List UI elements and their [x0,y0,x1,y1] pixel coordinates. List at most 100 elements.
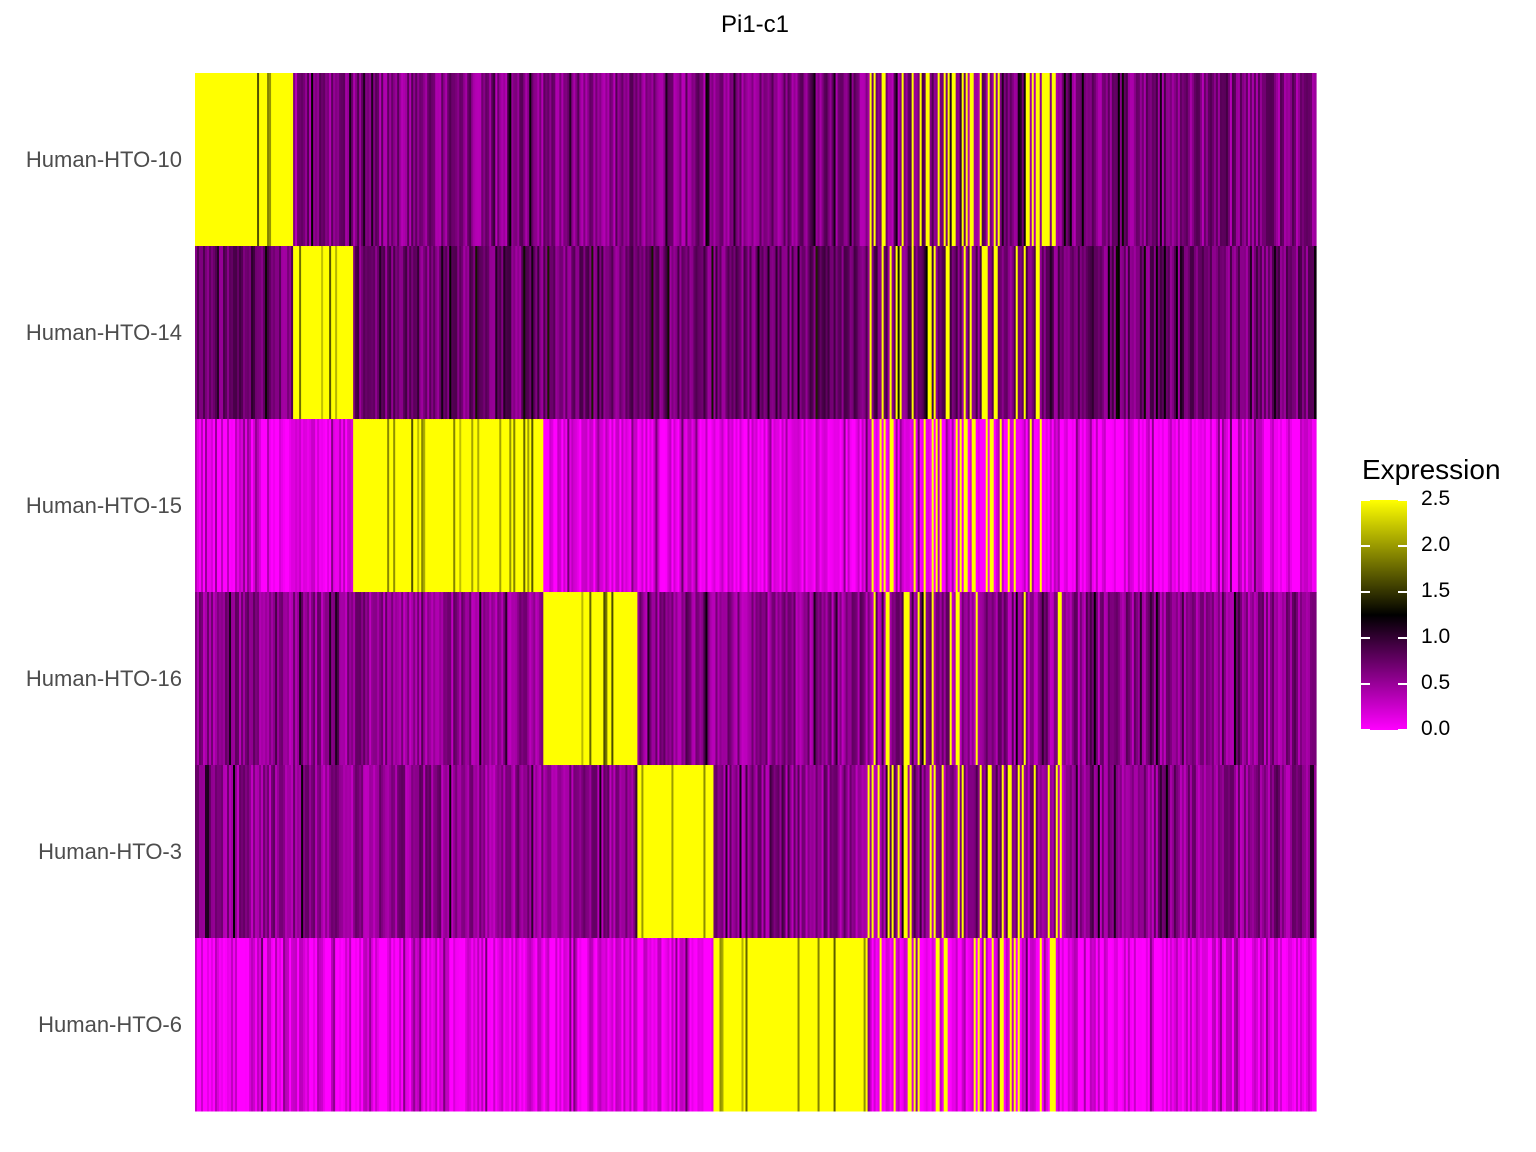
heatmap-cell [619,765,622,939]
heatmap-cell [989,419,993,593]
heatmap-cell [997,765,1001,939]
heatmap-cell [911,765,915,939]
heatmap-cell [413,73,416,247]
heatmap-cell [999,592,1003,766]
heatmap-cell [841,73,845,247]
heatmap-cell [799,938,803,1112]
heatmap-cell [719,419,723,593]
heatmap-cell [339,592,342,766]
heatmap-cell [1089,73,1093,247]
heatmap-cell [849,938,853,1112]
heatmap-cell [915,592,919,766]
heatmap-cell [999,419,1003,593]
heatmap-cell [1075,938,1079,1112]
heatmap-cell [1037,765,1041,939]
heatmap-cell [403,419,406,593]
heatmap-cell [337,246,340,420]
heatmap-cell [1107,419,1111,593]
heatmap-cell [1089,765,1093,939]
heatmap-cell [809,246,813,420]
heatmap-cell [1053,592,1057,766]
heatmap-cell [731,938,735,1112]
heatmap-cell [615,765,618,939]
heatmap-cell [1295,592,1299,766]
heatmap-cell [799,765,803,939]
heatmap-cell [297,592,300,766]
heatmap-cell [1093,419,1097,593]
heatmap-cell [253,765,256,939]
heatmap-cell [257,938,260,1112]
heatmap-cell [219,938,222,1112]
heatmap-cell [971,246,975,420]
heatmap-cell [1217,592,1221,766]
heatmap-cell [357,419,360,593]
heatmap-cell [927,73,931,247]
heatmap-cell [1043,765,1047,939]
heatmap-cell [1257,73,1261,247]
heatmap-cell [725,765,729,939]
heatmap-cell [325,592,328,766]
heatmap-cell [1253,246,1257,420]
heatmap-cell [263,592,266,766]
heatmap-cell [1251,938,1255,1112]
heatmap-cell [445,592,448,766]
heatmap-cell [591,73,594,247]
heatmap-cell [289,73,292,247]
heatmap-cell [417,938,420,1112]
heatmap-cell [1309,246,1313,420]
heatmap-cell [435,419,438,593]
heatmap-cell [729,765,733,939]
heatmap-cell [887,73,891,247]
heatmap-cell [759,592,763,766]
heatmap-cell [793,73,797,247]
heatmap-cell [1277,246,1281,420]
heatmap-cell [339,419,342,593]
heatmap-cell [703,419,707,593]
heatmap-cell [931,765,935,939]
heatmap-cell [899,246,903,420]
heatmap-cell [533,246,536,420]
legend-tick-mark [1361,499,1370,501]
heatmap-cell [891,419,895,593]
heatmap-cell [649,73,653,247]
heatmap-cell [479,73,482,247]
heatmap-cell [487,765,490,939]
heatmap-cell [1107,765,1111,939]
heatmap-cell [1121,592,1125,766]
heatmap-cell [873,419,877,593]
heatmap-cell [227,765,230,939]
heatmap-cell [589,246,592,420]
heatmap-cell [681,73,685,247]
heatmap-cell [793,765,797,939]
heatmap-cell [843,73,847,247]
heatmap-cell [345,419,348,593]
heatmap-cell [565,419,568,593]
heatmap-cell [1045,765,1049,939]
heatmap-cell [1015,419,1019,593]
heatmap-cell [967,419,971,593]
heatmap-cell [805,592,809,766]
heatmap-cell [625,246,628,420]
heatmap-cell [1157,246,1161,420]
heatmap-cell [835,938,839,1112]
heatmap-cell [351,592,354,766]
heatmap-cell [1215,73,1219,247]
heatmap-cell [1207,419,1211,593]
heatmap-cell [1175,592,1179,766]
heatmap-cell [553,592,556,766]
heatmap-cell [1181,246,1185,420]
heatmap-cell [1177,765,1181,939]
heatmap-cell [611,938,614,1112]
heatmap-cell [1219,73,1223,247]
heatmap-cell [1095,765,1099,939]
heatmap-cell [1099,765,1103,939]
heatmap-cell [367,938,370,1112]
heatmap-cell [677,592,681,766]
heatmap-cell [1063,938,1067,1112]
heatmap-cell [1033,765,1037,939]
heatmap-cell [231,938,234,1112]
heatmap-cell [575,765,578,939]
heatmap-cell [1155,938,1159,1112]
heatmap-cell [439,246,442,420]
heatmap-cell [339,246,342,420]
